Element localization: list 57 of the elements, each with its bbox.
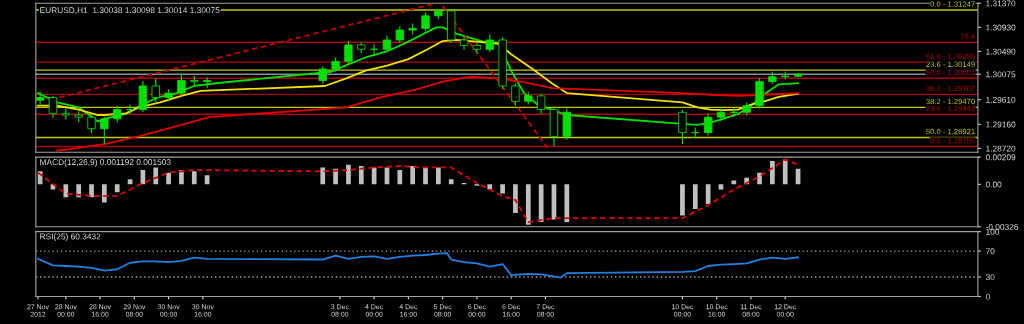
line-series (37, 158, 799, 224)
bar (436, 167, 441, 185)
candlestick (202, 76, 212, 89)
y-tick-label: 0.00209 (985, 154, 1016, 161)
bar (423, 167, 428, 185)
bar (358, 166, 364, 185)
candlestick (536, 93, 546, 115)
bar (782, 159, 788, 185)
line-series (56, 75, 799, 152)
bar (731, 180, 737, 185)
bar (757, 172, 762, 185)
bar (346, 164, 351, 185)
bar (718, 184, 724, 190)
y-tick-label: 1.31370 (986, 0, 1016, 7)
y-tick-label: -0.00326 (985, 224, 1019, 230)
bar (102, 184, 107, 203)
candlestick (369, 43, 379, 55)
y-tick-label: 70 (985, 248, 995, 255)
candlestick (138, 80, 148, 113)
bar (500, 184, 505, 194)
bar (320, 167, 326, 185)
candlestick (48, 95, 58, 119)
candlestick (344, 40, 353, 65)
bar (525, 184, 531, 225)
y-tick-label: 100 (986, 228, 1000, 235)
chart-title: RSI(25) 60.3432 (40, 233, 101, 242)
bar (410, 166, 416, 185)
bar (770, 160, 775, 185)
y-tick-label: 1.29610 (986, 96, 1016, 103)
y-tick-label: 1.30930 (986, 24, 1016, 31)
y-tick-label: 1.30075 (986, 71, 1016, 78)
candlestick (511, 83, 520, 107)
bar (448, 179, 454, 185)
bar (63, 184, 69, 198)
bar (89, 184, 94, 198)
bar (191, 171, 197, 185)
candlestick (151, 77, 160, 104)
y-tick-label: 0 (985, 293, 990, 300)
y-tick-label: 1.28720 (986, 145, 1016, 152)
bar (166, 172, 171, 185)
line-series (37, 252, 799, 279)
bar (564, 184, 570, 223)
chart-title: EURUSD,H1 1.30038 1.30098 1.30014 1.30075 (40, 7, 220, 15)
bar (692, 184, 698, 210)
bar (397, 170, 403, 185)
chart-title: MACD(12,26,9) 0.001192 0.001503 (40, 158, 171, 167)
candlestick (177, 73, 186, 97)
bar (513, 184, 518, 213)
candlestick (716, 107, 726, 122)
bar (680, 184, 685, 216)
y-tick-label: 30 (985, 274, 995, 281)
y-tick-label: 0.00 (985, 181, 1002, 188)
y-tick-label: 1.30490 (986, 48, 1016, 55)
bar (114, 184, 120, 193)
y-tick-label: 1.29160 (986, 121, 1016, 128)
candlestick (472, 41, 482, 55)
candlestick (125, 104, 135, 115)
